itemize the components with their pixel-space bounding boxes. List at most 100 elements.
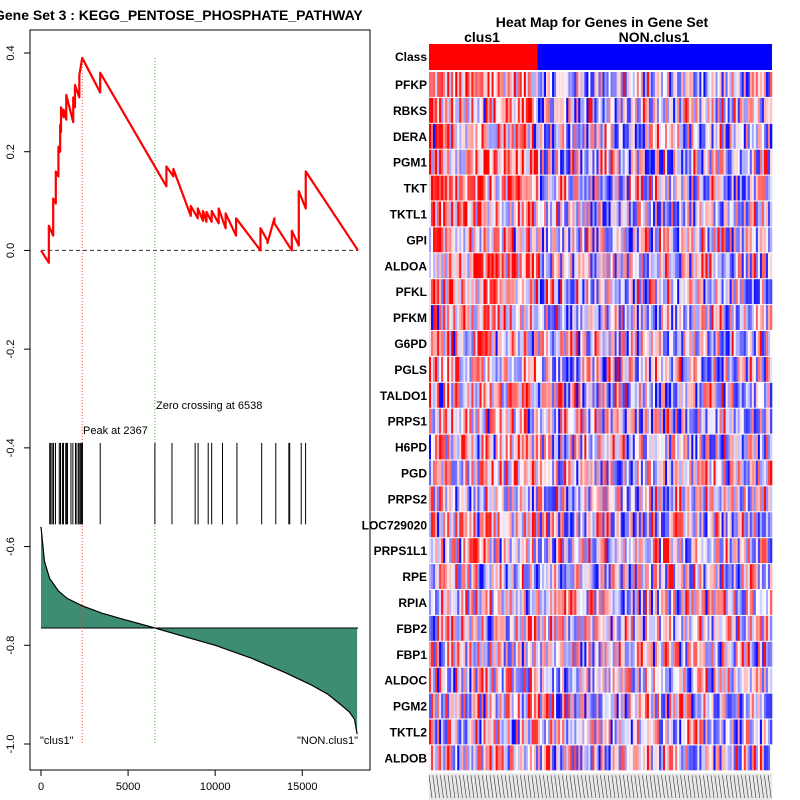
- peak-label: Peak at 2367: [83, 425, 148, 437]
- heatmap-cell: [745, 97, 749, 123]
- heatmap-cell: [737, 693, 741, 719]
- heatmap-cell: [648, 331, 652, 356]
- heatmap-cell: [636, 615, 640, 641]
- heatmap-cell: [544, 97, 547, 123]
- heatmap-cell: [644, 719, 648, 745]
- heatmap-cell: [604, 123, 607, 149]
- heatmap-cell: [437, 227, 440, 253]
- heatmap-cell: [584, 279, 587, 305]
- heatmap-cell: [439, 331, 442, 356]
- heatmap-cell: [759, 667, 763, 693]
- heatmap-cell: [671, 564, 674, 589]
- heatmap-cell: [560, 356, 563, 382]
- heatmap-cell: [437, 201, 440, 227]
- heatmap-cell: [483, 149, 486, 175]
- heatmap-cell: [552, 693, 555, 719]
- heatmap-cell: [596, 253, 599, 279]
- heatmap-cell: [634, 538, 638, 564]
- heatmap-cell: [570, 253, 573, 279]
- heatmap-cell: [507, 279, 511, 305]
- heatmap-cell: [590, 253, 593, 279]
- heatmap-cell: [711, 538, 714, 564]
- heatmap-cell: [596, 719, 599, 745]
- heatmap-cell: [741, 615, 745, 641]
- heatmap-cell: [485, 356, 488, 382]
- heatmap-cell: [721, 72, 724, 97]
- heatmap-cell: [705, 745, 708, 771]
- heatmap-cell: [721, 615, 724, 641]
- heatmap-cell: [477, 382, 480, 408]
- heatmap-cell: [433, 331, 436, 356]
- heatmap-cell: [580, 72, 583, 97]
- heatmap-cell: [723, 512, 726, 538]
- heatmap-cell: [610, 356, 613, 382]
- heatmap-cell: [584, 382, 587, 408]
- heatmap-cell: [604, 382, 607, 408]
- heatmap-cell: [648, 201, 652, 227]
- heatmap-cell: [463, 175, 466, 201]
- heatmap-cell: [469, 408, 472, 434]
- heatmap-cell: [443, 693, 446, 719]
- gene-label: PGLS: [394, 363, 427, 377]
- heatmap-cell: [497, 615, 500, 641]
- heatmap-cell: [703, 175, 706, 201]
- heatmap-cell: [681, 590, 684, 615]
- heatmap-cell: [437, 538, 440, 564]
- heatmap-cell: [691, 693, 694, 719]
- heatmap-cell: [544, 227, 547, 253]
- heatmap-cell: [675, 486, 678, 512]
- heatmap-cell: [602, 667, 605, 693]
- heatmap-cell: [745, 486, 749, 512]
- heatmap-cell: [481, 745, 484, 771]
- heatmap-cell: [707, 512, 710, 538]
- heatmap-cell: [636, 564, 640, 589]
- heatmap-cell: [435, 693, 438, 719]
- heatmap-cell: [592, 434, 595, 460]
- heatmap-cell: [529, 667, 533, 693]
- heatmap-cell: [683, 564, 686, 589]
- heatmap-cell: [751, 408, 755, 434]
- heatmap-cell: [433, 693, 436, 719]
- heatmap-cell: [656, 253, 660, 279]
- heatmap-cell: [505, 667, 508, 693]
- heatmap-cell: [517, 279, 521, 305]
- heatmap-cell: [523, 486, 527, 512]
- heatmap-cell: [659, 667, 662, 693]
- heatmap-cell: [433, 356, 436, 382]
- heatmap-cell: [634, 123, 638, 149]
- heatmap-cell: [503, 590, 506, 615]
- heatmap-cell: [761, 201, 765, 227]
- heatmap-cell: [467, 590, 470, 615]
- heatmap-cell: [431, 331, 434, 356]
- heatmap-cell: [539, 486, 543, 512]
- heatmap-cell: [578, 331, 581, 356]
- heatmap-cell: [721, 382, 724, 408]
- heatmap-cell: [661, 253, 664, 279]
- heatmap-cell: [648, 356, 652, 382]
- heatmap-cell: [558, 279, 561, 305]
- heatmap-cell: [576, 719, 579, 745]
- heatmap-cell: [467, 97, 470, 123]
- heatmap-cell: [600, 382, 603, 408]
- heatmap-cell: [463, 201, 466, 227]
- heatmap-cell: [461, 460, 464, 486]
- heatmap-cell: [556, 201, 559, 227]
- heatmap-cell: [719, 615, 722, 641]
- heatmap-cell: [648, 693, 652, 719]
- heatmap-cell: [431, 590, 434, 615]
- heatmap-cell: [757, 253, 761, 279]
- heatmap-cell: [596, 279, 599, 305]
- heatmap-cell: [431, 486, 434, 512]
- heatmap-cell: [731, 434, 734, 460]
- heatmap-cell: [441, 434, 444, 460]
- heatmap-cell: [449, 719, 452, 745]
- heatmap-cell: [661, 408, 664, 434]
- heatmap-cell: [638, 331, 642, 356]
- heatmap-cell: [614, 279, 617, 305]
- heatmap-cell: [731, 97, 734, 123]
- heatmap-cell: [521, 641, 525, 667]
- heatmap-cell: [521, 745, 525, 771]
- heatmap-cell: [525, 745, 529, 771]
- heatmap-cell: [519, 253, 523, 279]
- heatmap-cell: [541, 590, 545, 615]
